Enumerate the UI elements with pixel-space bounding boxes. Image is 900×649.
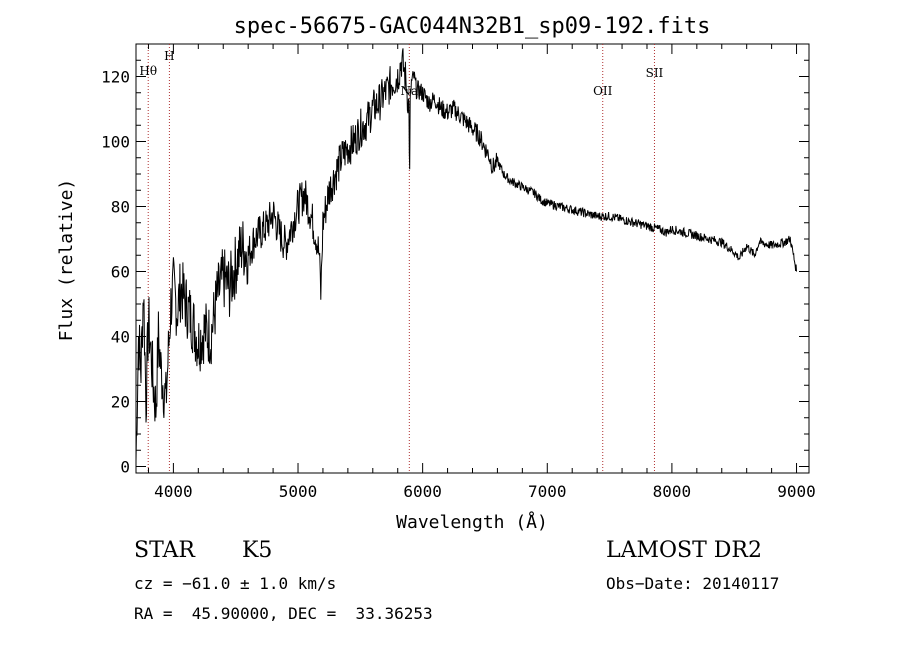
object-subclass: K5 [242, 538, 273, 563]
chart-title: spec-56675-GAC044N32B1_sp09-192.fits [234, 14, 711, 39]
reference-line-label: Hθ [139, 64, 157, 78]
y-tick-label: 60 [111, 263, 130, 282]
observation-date: Obs−Date: 20140117 [606, 574, 780, 593]
reference-line-label: OII [593, 84, 613, 98]
x-tick-label: 9000 [777, 482, 816, 501]
y-tick-label: 80 [111, 198, 130, 217]
x-tick-label: 6000 [403, 482, 442, 501]
y-tick-label: 0 [120, 458, 130, 477]
x-tick-label: 7000 [528, 482, 567, 501]
reference-lines: Hθ H Na OII SII [139, 44, 664, 473]
axis-ticks: 4000 5000 6000 7000 8000 9000 0 20 40 60 80 100 120 [101, 44, 816, 501]
y-tick-label: 120 [101, 68, 130, 87]
spectrum-line [135, 48, 797, 461]
spectrum-chart: spec-56675-GAC044N32B1_sp09-192.fits HθH… [56, 14, 816, 533]
x-tick-label: 5000 [279, 482, 318, 501]
reference-line-label: H [164, 49, 174, 63]
redshift-cz: cz = −61.0 ± 1.0 km/s [134, 574, 337, 593]
series-group [135, 48, 797, 461]
object-class: STAR [134, 538, 195, 563]
y-axis-label: Flux (relative) [56, 179, 77, 342]
survey-name: LAMOST DR2 [606, 538, 762, 563]
y-tick-label: 20 [111, 393, 130, 412]
x-tick-label: 8000 [653, 482, 692, 501]
y-tick-label: 100 [101, 133, 130, 152]
x-axis-label: Wavelength (Å) [396, 511, 548, 533]
reference-line-label: SII [646, 66, 664, 80]
x-tick-label: 4000 [154, 482, 193, 501]
coordinates: RA = 45.90000, DEC = 33.36253 [134, 604, 433, 623]
reference-line-label: Na [400, 84, 418, 98]
y-tick-label: 40 [111, 328, 130, 347]
